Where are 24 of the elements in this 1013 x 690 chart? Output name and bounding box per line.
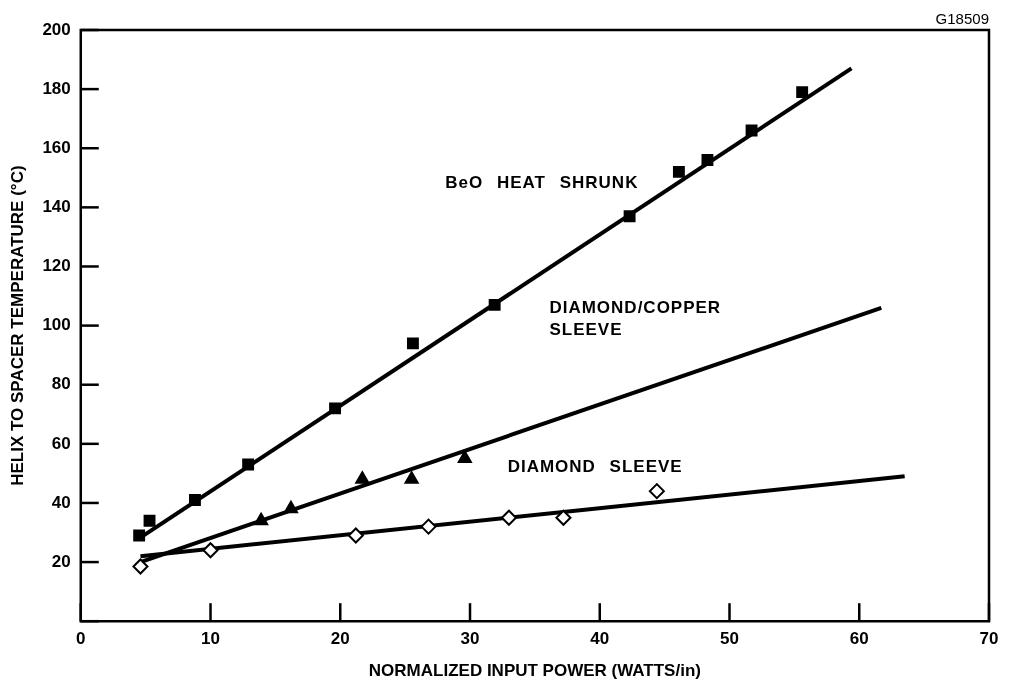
y-tick-label: 20 xyxy=(51,551,71,571)
y-tick-label: 40 xyxy=(51,492,71,512)
x-tick-label: 60 xyxy=(849,629,869,649)
x-axis-title: NORMALIZED INPUT POWER (WATTS/in) xyxy=(368,661,701,681)
x-tick-label: 50 xyxy=(720,629,739,649)
series-label: BeO HEAT SHRUNK xyxy=(445,173,639,193)
x-tick-label: 0 xyxy=(76,629,86,649)
x-tick-label: 40 xyxy=(590,629,610,649)
y-tick-label: 100 xyxy=(42,315,71,335)
y-tick-label: 180 xyxy=(42,78,71,98)
y-tick-label: 200 xyxy=(42,19,71,39)
x-tick-label: 30 xyxy=(460,629,480,649)
y-tick-label: 80 xyxy=(51,374,71,394)
y-tick-label: 160 xyxy=(42,137,71,157)
text: G18509 xyxy=(935,9,989,27)
series-label: DIAMOND SLEEVE xyxy=(507,457,683,477)
y-axis-title: HELIX TO SPACER TEMPERATURE (°C) xyxy=(7,165,27,486)
x-tick-label: 10 xyxy=(201,629,220,649)
series-label: DIAMOND/COPPER SLEEVE xyxy=(549,297,722,339)
y-tick-label: 120 xyxy=(42,256,71,276)
y-tick-label: 140 xyxy=(42,197,71,217)
x-tick-label: 70 xyxy=(979,629,999,649)
y-tick-label: 60 xyxy=(51,433,71,453)
x-tick-label: 20 xyxy=(330,629,350,649)
